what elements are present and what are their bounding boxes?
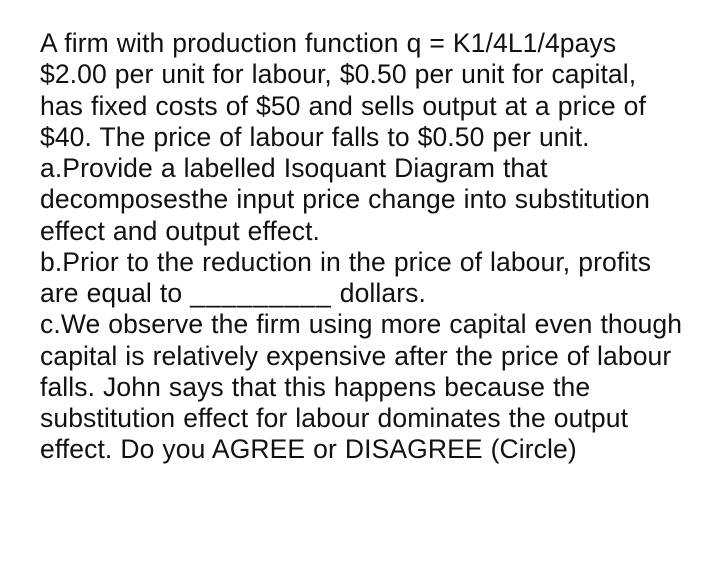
question-page: A firm with production function q = K1/4… [0, 0, 720, 565]
question-text: A firm with production function q = K1/4… [40, 28, 684, 466]
part-b-post-text: dollars. [332, 278, 426, 308]
part-a-text: a.Provide a labelled Isoquant Diagram th… [40, 153, 650, 246]
intro-text: A firm with production function q = K1/4… [40, 28, 646, 152]
part-c-text: c.We observe the firm using more capital… [40, 309, 682, 464]
fill-in-blank[interactable]: _________ [190, 278, 332, 308]
